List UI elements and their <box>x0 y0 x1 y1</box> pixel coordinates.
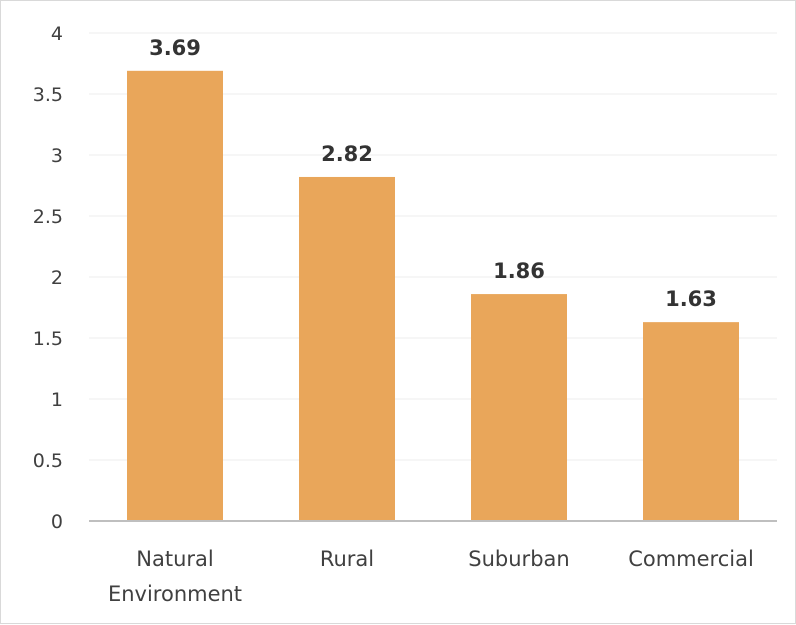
category-label: Rural <box>320 547 374 571</box>
x-axis-category-labels: Natural Environment Rural Suburban Commercia… <box>108 547 754 606</box>
y-axis-tick-labels: 0 0.5 1 1.5 2 2.5 3 3.5 4 <box>33 23 63 533</box>
category-label: Suburban <box>468 547 569 571</box>
data-labels: 3.69 2.82 1.86 1.63 <box>149 36 717 311</box>
bar <box>127 70 223 521</box>
y-tick-label: 0 <box>51 511 63 533</box>
category-label-line: Rural <box>320 547 374 571</box>
y-tick-label: 2 <box>51 267 63 289</box>
bars <box>127 70 739 521</box>
category-label-line: Environment <box>108 582 242 606</box>
y-tick-label: 3.5 <box>33 84 63 106</box>
data-label: 1.63 <box>665 287 717 311</box>
y-tick-label: 0.5 <box>33 450 63 472</box>
y-tick-label: 3 <box>51 145 63 167</box>
category-label-line: Commercial <box>628 547 754 571</box>
data-label: 2.82 <box>321 142 373 166</box>
bar <box>471 294 567 521</box>
data-label: 1.86 <box>493 259 545 283</box>
y-tick-label: 1 <box>51 389 63 411</box>
bar <box>299 176 395 521</box>
category-label: Commercial <box>628 547 754 571</box>
category-label-line: Natural <box>136 547 213 571</box>
y-tick-label: 2.5 <box>33 206 63 228</box>
y-tick-label: 4 <box>51 23 63 45</box>
y-tick-label: 1.5 <box>33 328 63 350</box>
category-label: Natural Environment <box>108 547 242 606</box>
data-label: 3.69 <box>149 36 201 60</box>
bar <box>643 322 739 521</box>
category-label-line: Suburban <box>468 547 569 571</box>
